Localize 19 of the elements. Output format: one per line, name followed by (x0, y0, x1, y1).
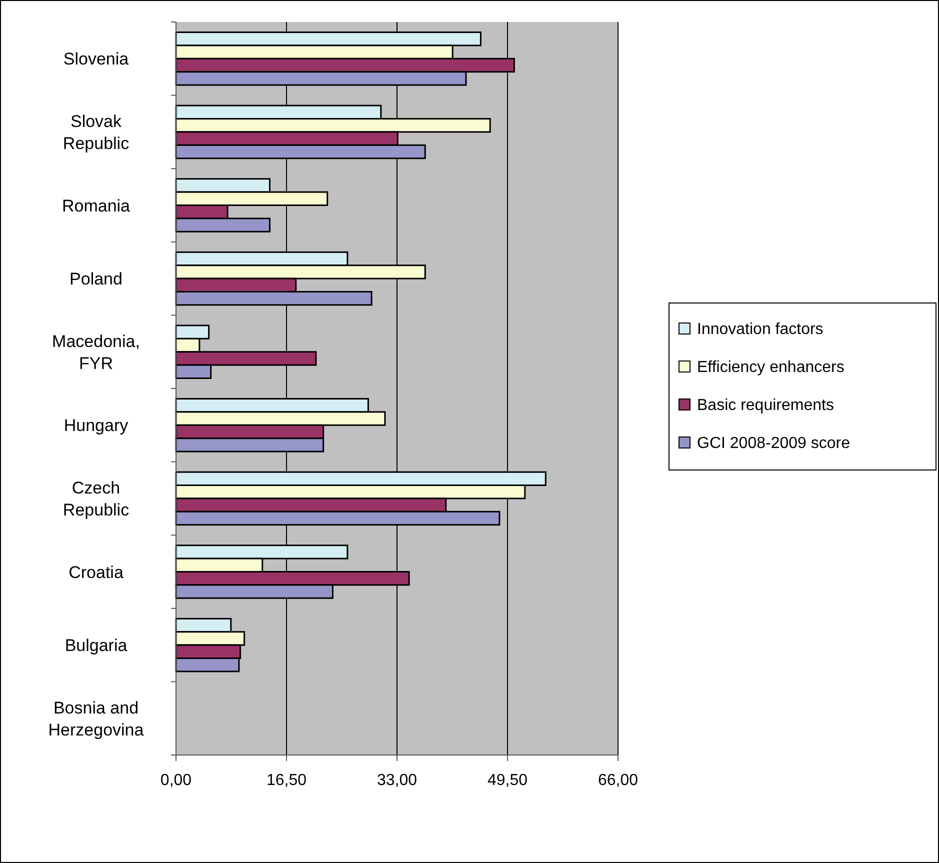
x-tick-label: 66,00 (598, 772, 638, 789)
y-tick-label: Croatia (68, 562, 124, 582)
x-tick-label: 49,50 (487, 772, 528, 789)
y-tick-label: Romania (62, 196, 131, 216)
x-tick-label: 16,50 (266, 772, 307, 789)
legend-label: GCI 2008-2009 score (697, 435, 850, 452)
legend-label: Innovation factors (697, 321, 824, 338)
y-tick-label: Hungary (64, 416, 129, 436)
x-tick-label: 0,00 (160, 772, 192, 789)
y-tick-label: Slovak Republic (62, 112, 130, 153)
y-tick-label: Poland (70, 270, 122, 289)
x-tick-label: 33,00 (376, 772, 418, 789)
legend-label: Basic requirements (697, 397, 834, 414)
y-tick-label: Bulgaria (64, 636, 128, 656)
y-tick-label: Bosnia and Herzegovina (48, 698, 144, 740)
y-tick-label: Slovenia (63, 50, 130, 69)
legend-label: Efficiency enhancers (697, 359, 844, 376)
y-tick-label: Macedonia, FYR (52, 332, 140, 373)
y-tick-label: Czech Republic (62, 478, 130, 520)
